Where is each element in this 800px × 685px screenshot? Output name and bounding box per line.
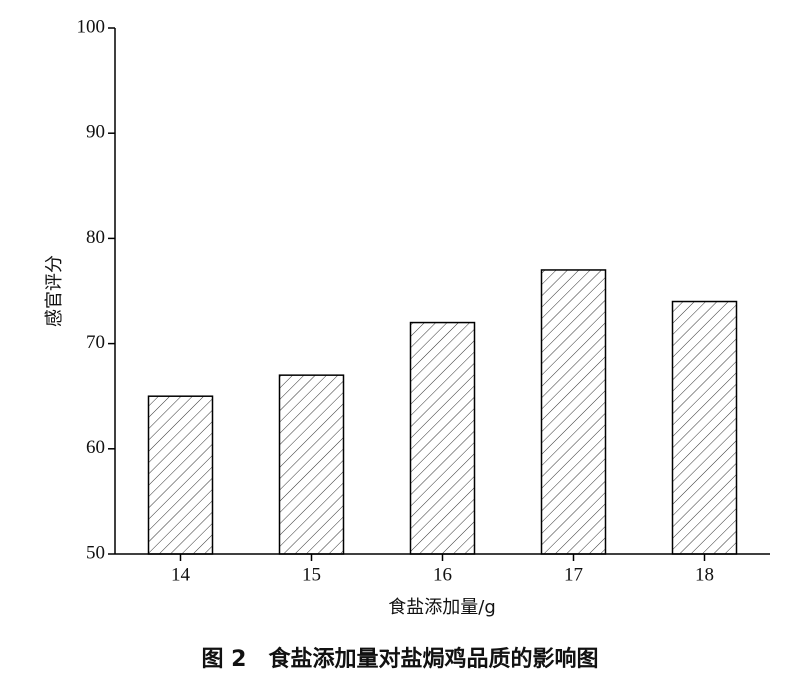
y-tick-label: 90 — [86, 122, 105, 143]
y-tick-label: 60 — [86, 437, 105, 458]
bar — [147, 395, 214, 555]
y-tick-label: 100 — [77, 16, 106, 37]
y-tick-label: 70 — [86, 332, 105, 353]
bar — [278, 374, 345, 555]
x-tick-label: 17 — [564, 564, 583, 585]
y-tick-label: 80 — [86, 227, 105, 248]
x-tick-label: 16 — [433, 564, 452, 585]
bar — [671, 300, 738, 555]
x-tick-label: 18 — [695, 564, 714, 585]
y-tick-label: 50 — [86, 542, 105, 563]
y-axis-label: 感官评分 — [44, 255, 65, 327]
x-tick-label: 14 — [171, 564, 191, 585]
bar — [540, 269, 607, 555]
bar — [409, 321, 476, 555]
x-tick-label: 15 — [302, 564, 321, 585]
chart-title: 图 2 食盐添加量对盐焗鸡品质的影响图 — [202, 646, 599, 672]
x-axis-label: 食盐添加量/g — [388, 597, 496, 618]
